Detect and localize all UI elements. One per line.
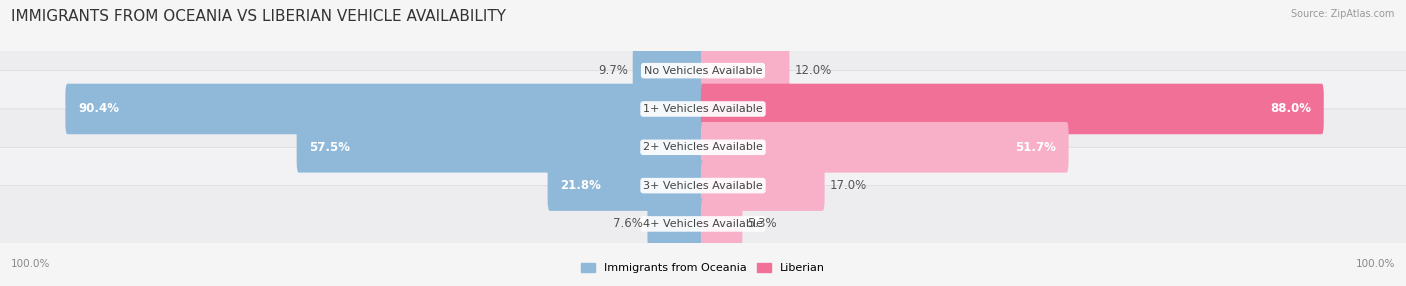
Text: 100.0%: 100.0%: [1355, 259, 1395, 269]
Text: Source: ZipAtlas.com: Source: ZipAtlas.com: [1291, 9, 1395, 19]
Text: 51.7%: 51.7%: [1015, 141, 1056, 154]
Text: No Vehicles Available: No Vehicles Available: [644, 66, 762, 76]
Text: 57.5%: 57.5%: [309, 141, 350, 154]
FancyBboxPatch shape: [647, 199, 706, 249]
Text: 2+ Vehicles Available: 2+ Vehicles Available: [643, 142, 763, 152]
FancyBboxPatch shape: [700, 122, 1069, 172]
Text: 17.0%: 17.0%: [830, 179, 866, 192]
FancyBboxPatch shape: [700, 84, 1324, 134]
Text: 7.6%: 7.6%: [613, 217, 643, 231]
FancyBboxPatch shape: [700, 160, 824, 211]
Legend: Immigrants from Oceania, Liberian: Immigrants from Oceania, Liberian: [576, 259, 830, 278]
FancyBboxPatch shape: [700, 45, 790, 96]
Text: 12.0%: 12.0%: [794, 64, 831, 77]
Text: 4+ Vehicles Available: 4+ Vehicles Available: [643, 219, 763, 229]
FancyBboxPatch shape: [700, 199, 742, 249]
FancyBboxPatch shape: [297, 122, 706, 172]
Text: 100.0%: 100.0%: [11, 259, 51, 269]
FancyBboxPatch shape: [547, 160, 706, 211]
FancyBboxPatch shape: [0, 186, 1406, 262]
Text: IMMIGRANTS FROM OCEANIA VS LIBERIAN VEHICLE AVAILABILITY: IMMIGRANTS FROM OCEANIA VS LIBERIAN VEHI…: [11, 9, 506, 23]
Text: 88.0%: 88.0%: [1270, 102, 1312, 116]
FancyBboxPatch shape: [0, 71, 1406, 147]
Text: 5.3%: 5.3%: [748, 217, 778, 231]
FancyBboxPatch shape: [0, 109, 1406, 186]
FancyBboxPatch shape: [0, 32, 1406, 109]
Text: 9.7%: 9.7%: [598, 64, 627, 77]
Text: 21.8%: 21.8%: [560, 179, 602, 192]
FancyBboxPatch shape: [633, 45, 706, 96]
Text: 90.4%: 90.4%: [77, 102, 120, 116]
Text: 3+ Vehicles Available: 3+ Vehicles Available: [643, 181, 763, 190]
FancyBboxPatch shape: [65, 84, 704, 134]
Text: 1+ Vehicles Available: 1+ Vehicles Available: [643, 104, 763, 114]
FancyBboxPatch shape: [0, 147, 1406, 224]
